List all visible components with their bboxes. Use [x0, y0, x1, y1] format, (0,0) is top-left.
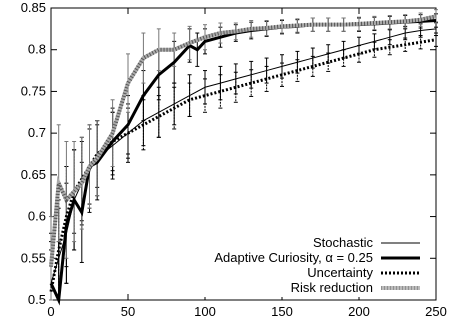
series-lines [49, 14, 437, 306]
legend-label-stochastic: Stochastic [313, 235, 373, 250]
x-tick-label: 200 [348, 304, 370, 319]
x-tick-label: 100 [194, 304, 216, 319]
y-tick-label: 0.65 [21, 167, 46, 182]
x-tick-label: 0 [47, 304, 54, 319]
x-tick-label: 150 [271, 304, 293, 319]
y-tick-label: 0.85 [21, 0, 46, 15]
legend: Stochastic Adaptive Curiosity, α = 0.25 … [180, 231, 427, 297]
y-tick-label: 0.55 [21, 250, 46, 265]
legend-label-risk-reduction: Risk reduction [291, 280, 373, 295]
plot-frame [50, 7, 437, 301]
x-tick-label: 250 [425, 304, 447, 319]
y-tick-label: 0.5 [28, 292, 46, 307]
legend-swatch-risk-reduction [381, 286, 420, 290]
series-line-risk-reduction [49, 14, 437, 267]
x-tick-label: 50 [121, 304, 135, 319]
y-tick-label: 0.6 [28, 209, 46, 224]
y-tick-label: 0.7 [28, 125, 46, 140]
legend-label-uncertainty: Uncertainty [307, 265, 373, 280]
y-tick-label: 0.8 [28, 42, 46, 57]
legend-label-adaptive-curiosity: Adaptive Curiosity, α = 0.25 [214, 250, 373, 265]
y-tick-label: 0.75 [21, 83, 46, 98]
axes: 0 50 100 150 200 250 0.5 0.55 0.6 0.65 0.7 0.75 0.8 0… [21, 0, 447, 319]
